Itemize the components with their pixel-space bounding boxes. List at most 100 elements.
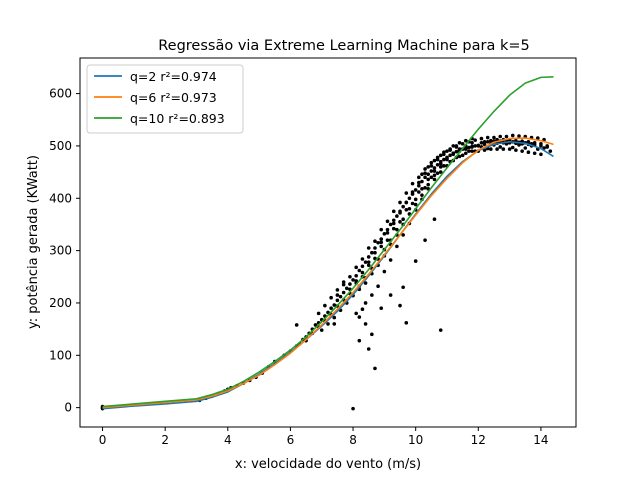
scatter-point bbox=[388, 222, 393, 227]
scatter-point bbox=[520, 149, 524, 153]
scatter-point bbox=[370, 332, 374, 337]
scatter-point bbox=[401, 285, 405, 290]
scatter-point bbox=[379, 306, 384, 310]
scatter-point bbox=[470, 140, 474, 145]
scatter-point bbox=[379, 240, 384, 245]
scatter-point bbox=[438, 328, 443, 332]
scatter-point bbox=[438, 165, 443, 169]
scatter-point bbox=[457, 140, 462, 145]
scatter-point bbox=[451, 144, 456, 148]
y-tick-label: 100 bbox=[49, 348, 72, 362]
scatter-point bbox=[373, 366, 377, 371]
scatter-point bbox=[429, 164, 434, 168]
scatter-point bbox=[351, 278, 355, 282]
scatter-point bbox=[398, 303, 402, 308]
scatter-point bbox=[373, 246, 377, 250]
x-tick-label: 8 bbox=[349, 433, 357, 447]
lines-layer bbox=[102, 76, 554, 410]
scatter-point bbox=[420, 172, 424, 176]
scatter-point bbox=[413, 259, 418, 263]
scatter-point bbox=[388, 258, 393, 262]
scatter-point bbox=[335, 298, 340, 303]
scatter-point bbox=[354, 311, 358, 316]
scatter-point bbox=[432, 158, 437, 163]
x-tick-label: 10 bbox=[408, 433, 423, 447]
scatter-point bbox=[357, 338, 362, 343]
scatter-point bbox=[398, 200, 402, 205]
scatter-point bbox=[398, 220, 402, 224]
scatter-point bbox=[373, 239, 377, 243]
scatter-point bbox=[401, 217, 405, 222]
x-tick-label: 12 bbox=[471, 433, 486, 447]
scatter-point bbox=[363, 301, 368, 305]
scatter-point bbox=[363, 322, 368, 326]
scatter-point bbox=[438, 170, 443, 174]
scatter-point bbox=[479, 136, 484, 141]
scatter-point bbox=[445, 149, 449, 153]
scatter-point bbox=[344, 286, 349, 291]
scatter-point bbox=[319, 328, 324, 332]
scatter-point bbox=[473, 138, 477, 142]
scatter-point bbox=[532, 151, 537, 156]
scatter-point bbox=[382, 232, 387, 236]
legend-label-3: q=10 r²=0.893 bbox=[130, 111, 225, 126]
scatter-point bbox=[354, 279, 358, 283]
scatter-point bbox=[366, 263, 371, 268]
scatter-point bbox=[348, 274, 352, 279]
series-line-2 bbox=[102, 137, 554, 409]
scatter-point bbox=[391, 218, 396, 223]
scatter-point bbox=[548, 149, 553, 153]
y-tick-label: 500 bbox=[49, 139, 72, 153]
scatter-point bbox=[423, 186, 427, 190]
scatter-point bbox=[404, 207, 409, 212]
chart-title: Regressão via Extreme Learning Machine p… bbox=[158, 38, 530, 54]
scatter-point bbox=[376, 284, 380, 289]
scatter-point bbox=[335, 293, 340, 297]
x-tick-label: 0 bbox=[99, 433, 107, 447]
scatter-point bbox=[545, 144, 549, 148]
series-line-1 bbox=[102, 140, 554, 410]
scatter-point bbox=[445, 156, 449, 161]
scatter-point bbox=[391, 226, 396, 231]
scatter-point bbox=[354, 273, 358, 278]
scatter-point bbox=[332, 303, 337, 307]
scatter-point bbox=[476, 144, 481, 148]
scatter-point bbox=[442, 164, 446, 168]
scatter-point bbox=[401, 204, 405, 209]
x-axis-ticks: 0 2 4 6 8 10 12 14 bbox=[99, 427, 549, 447]
scatter-point bbox=[404, 200, 409, 205]
y-axis-ticks: 0 100 200 300 400 500 600 bbox=[49, 87, 80, 415]
scatter-point bbox=[517, 143, 521, 147]
scatter-point bbox=[473, 144, 477, 148]
scatter-point bbox=[423, 175, 427, 180]
scatter-point bbox=[504, 134, 509, 139]
x-tick-label: 2 bbox=[161, 433, 169, 447]
scatter-point bbox=[363, 281, 368, 285]
scatter-point bbox=[426, 182, 431, 187]
x-tick-label: 4 bbox=[224, 433, 232, 447]
scatter-point bbox=[417, 190, 421, 194]
scatter-point bbox=[329, 306, 333, 310]
scatter-point bbox=[360, 270, 365, 275]
legend-box bbox=[86, 64, 244, 134]
scatter-point bbox=[407, 196, 412, 201]
scatter-point bbox=[366, 246, 371, 250]
scatter-point bbox=[341, 282, 346, 287]
scatter-point bbox=[442, 157, 446, 162]
scatter-point bbox=[382, 269, 387, 274]
scatter-point bbox=[410, 201, 415, 206]
scatter-point bbox=[432, 173, 437, 178]
scatter-point bbox=[413, 197, 418, 202]
scatter-point bbox=[332, 315, 337, 320]
scatter-point bbox=[429, 160, 434, 165]
scatter-point bbox=[332, 322, 337, 326]
scatter-point bbox=[338, 294, 343, 299]
scatter-point bbox=[316, 311, 321, 316]
scatter-point bbox=[482, 139, 487, 144]
scatter-point bbox=[426, 172, 431, 176]
scatter-point bbox=[463, 151, 468, 156]
scatter-point bbox=[360, 307, 365, 312]
scatter-point bbox=[385, 231, 390, 235]
scatter-point bbox=[426, 165, 431, 169]
scatter-point bbox=[335, 288, 340, 292]
